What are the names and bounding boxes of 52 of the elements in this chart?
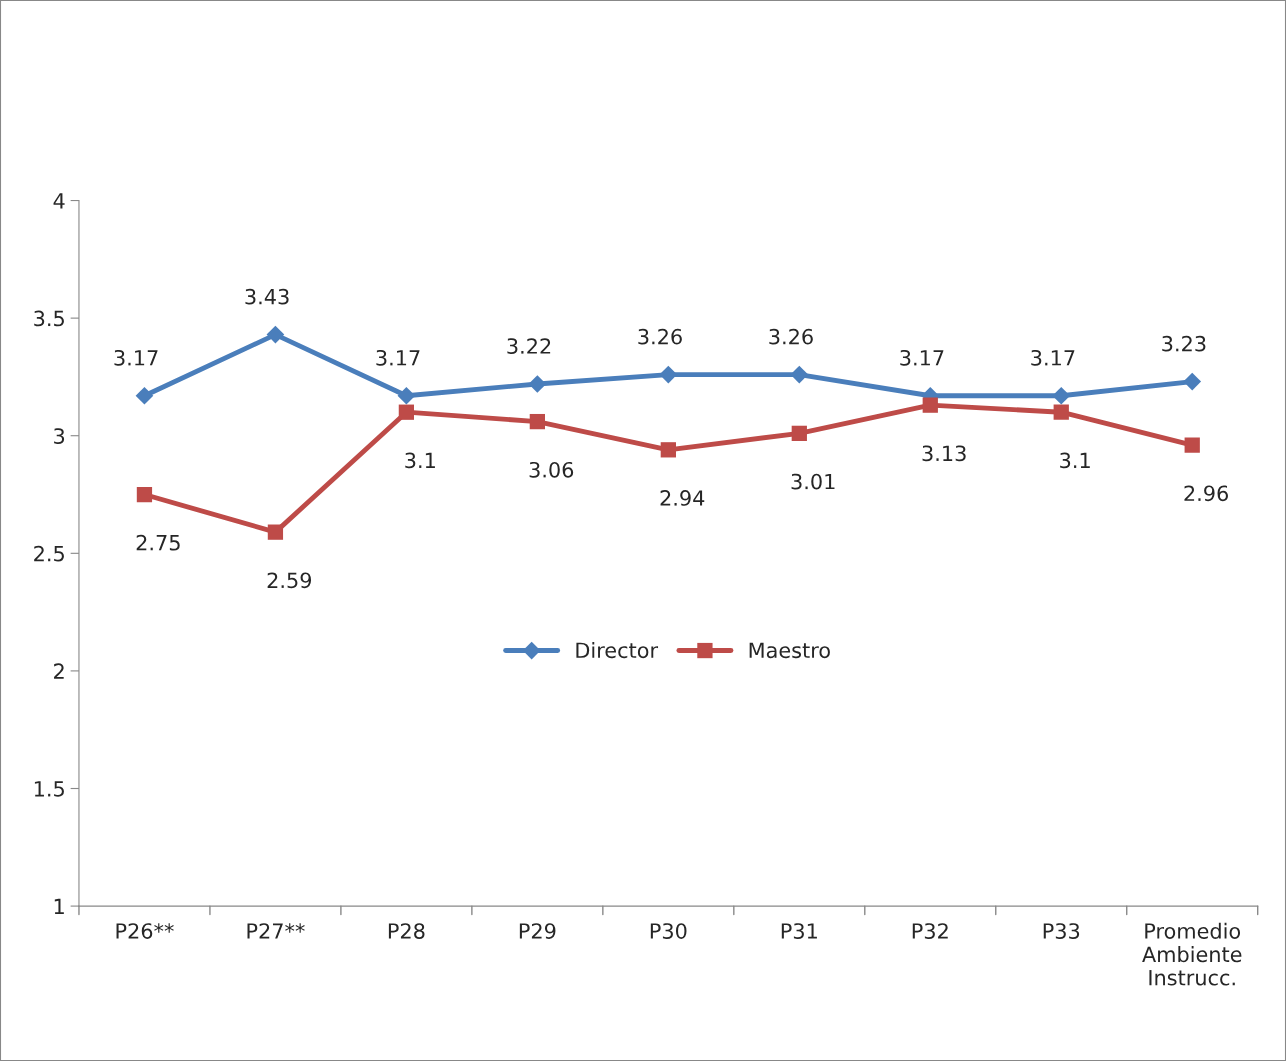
data-label: 3.01 <box>791 473 835 490</box>
data-label: 3.17 <box>1031 349 1075 366</box>
data-label: 3.1 <box>405 452 435 469</box>
point <box>922 397 938 413</box>
point <box>529 413 545 430</box>
y-tick-label: 2.5 <box>34 545 64 562</box>
point <box>397 386 416 405</box>
point <box>790 365 809 384</box>
point <box>266 325 285 344</box>
data-label: 3.43 <box>245 288 289 305</box>
point <box>398 404 415 420</box>
data-label: 2.59 <box>267 572 312 589</box>
data-label: 3.17 <box>376 349 420 366</box>
point <box>135 386 154 405</box>
x-tick-label: P27** <box>247 923 305 939</box>
x-tick-label: P32 <box>912 923 948 939</box>
y-tick-label: 2 <box>54 663 64 679</box>
point <box>791 425 807 441</box>
x-tick-label: P26** <box>116 923 174 939</box>
y-tick-label: 4 <box>53 193 65 209</box>
point <box>1053 404 1069 420</box>
data-label: 3.26 <box>769 328 813 345</box>
y-tick-label: 1.5 <box>34 781 64 797</box>
x-tick-label: P29 <box>519 923 556 939</box>
point <box>1184 437 1200 453</box>
data-label: 3.17 <box>900 349 944 366</box>
data-label: 3.22 <box>507 338 551 354</box>
point <box>1183 372 1202 391</box>
legend-label: Maestro <box>749 642 830 659</box>
data-label: 3.26 <box>638 328 682 345</box>
data-label: 3.17 <box>114 349 158 366</box>
data-label: 3.06 <box>529 461 574 478</box>
legend-label: Director <box>576 642 659 659</box>
y-tick-label: 3.5 <box>34 310 64 327</box>
x-tick-label: P33 <box>1043 923 1080 939</box>
data-label: 3.13 <box>922 445 966 462</box>
data-label: 2.75 <box>136 534 180 551</box>
point <box>1052 386 1071 405</box>
x-tick-label: P30 <box>650 923 687 939</box>
data-label: 3.1 <box>1060 452 1090 469</box>
data-label: 3.23 <box>1162 335 1206 352</box>
y-tick-label: 3 <box>54 428 65 444</box>
point <box>267 524 284 540</box>
x-tick-label: P28 <box>388 923 425 939</box>
x-tick-label: P31 <box>781 923 817 939</box>
point <box>136 486 153 503</box>
data-label: 2.94 <box>660 490 705 506</box>
y-tick-label: 1 <box>54 898 64 915</box>
point <box>659 365 678 384</box>
point <box>660 442 676 458</box>
x-tick-label: Promedio Ambiente Instrucc. <box>1142 922 1242 986</box>
data-label: 2.96 <box>1184 485 1228 502</box>
